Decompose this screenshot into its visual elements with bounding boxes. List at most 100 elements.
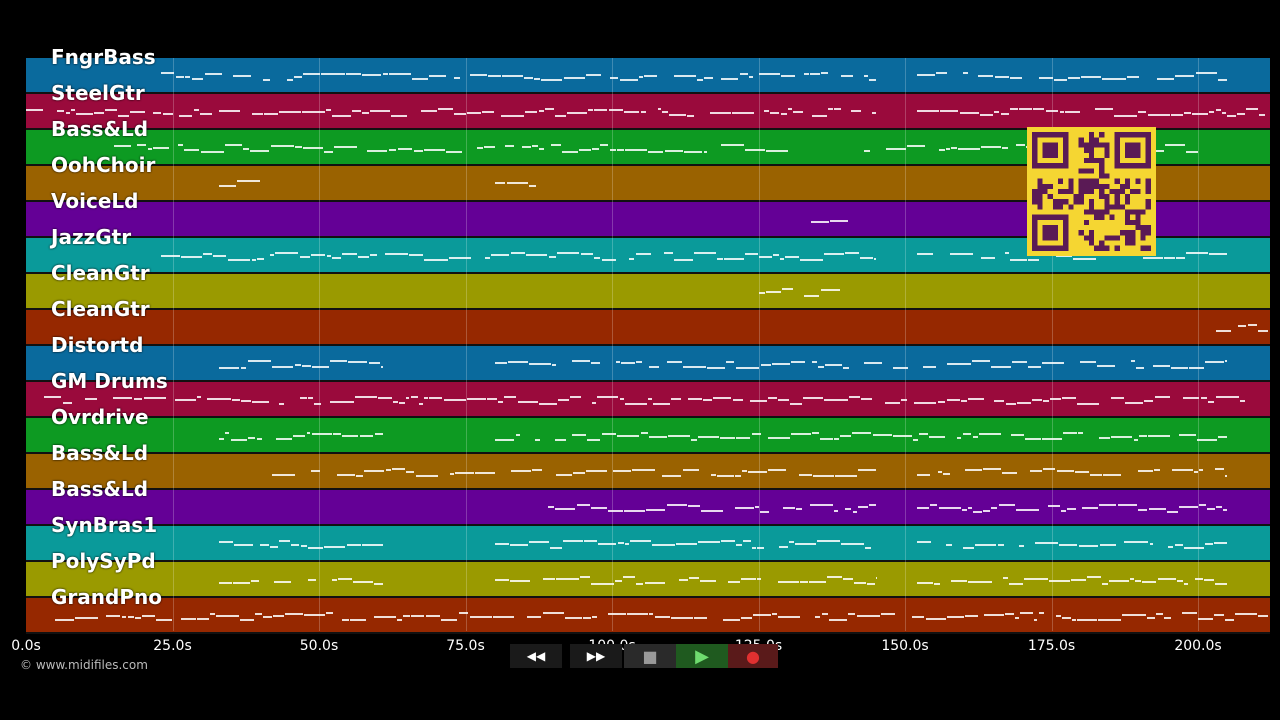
qr-module [1083,235,1089,241]
note [1070,579,1086,581]
note [916,474,930,476]
note [984,614,1004,616]
note [851,432,872,434]
note [579,149,591,151]
note [916,582,934,584]
qr-module [1130,230,1136,236]
note [524,111,538,113]
note [155,619,172,621]
note [287,79,294,81]
note [113,397,133,399]
note [703,151,708,153]
note [334,146,358,148]
note [1019,612,1033,614]
note [492,616,515,618]
note [272,474,295,476]
lane-separator [26,128,1270,130]
note [687,115,695,117]
note [649,366,660,368]
note [649,613,654,615]
qr-module [1099,245,1105,251]
play-button[interactable]: ▶ [676,644,728,668]
note [325,109,332,111]
note [601,433,616,435]
qr-module [1032,188,1038,195]
note [291,544,300,546]
note [586,470,608,472]
note [515,434,521,436]
note [1004,252,1009,254]
track-lane [26,598,1270,632]
note [175,76,185,78]
note [1177,580,1183,582]
note [591,616,597,618]
note [710,474,716,476]
note [321,73,345,75]
time-gridline [172,58,174,631]
track-lane [26,418,1270,452]
note [391,115,407,117]
note [682,469,700,471]
note [858,506,868,508]
stop-button[interactable]: ■ [624,644,676,668]
rewind-button[interactable]: ◀◀ [510,644,562,668]
note [1056,255,1072,257]
note [608,613,626,615]
qr-module [1099,163,1105,169]
record-button[interactable]: ● [728,644,778,668]
note [1010,77,1023,79]
qr-module [1099,132,1105,138]
note [491,254,510,256]
note [922,366,937,368]
note [696,79,703,81]
note [959,112,980,114]
note [517,401,539,403]
note [993,111,1000,113]
note [1149,543,1154,545]
note [1043,468,1056,470]
note [860,257,874,259]
note [872,434,892,436]
qr-module [1125,183,1131,189]
note [378,397,392,399]
time-tick-label: 75.0s [446,638,485,654]
note [720,144,745,146]
qr-module [1140,245,1146,251]
note [1003,577,1008,579]
note [771,613,777,615]
note [424,149,446,151]
note [585,74,601,76]
qr-module [1083,219,1089,226]
note [687,398,702,400]
qr-module [1140,209,1146,215]
qr-module [1094,183,1100,189]
note [817,366,824,368]
qr-module [1068,204,1074,210]
note [943,473,950,475]
stop-icon: ■ [642,646,658,666]
note [769,112,780,114]
note [351,110,362,112]
note [1198,504,1207,506]
note [224,144,242,146]
note [550,547,562,549]
note [1041,362,1065,364]
note [648,398,653,400]
fast-forward-button[interactable]: ▶▶ [570,644,622,668]
note [388,149,397,151]
note [1215,396,1240,398]
note [307,547,323,549]
note [542,612,564,614]
note [1032,108,1045,110]
note [1153,365,1170,367]
note [743,540,751,542]
note [1024,578,1048,580]
note [210,613,215,615]
qr-module [1078,137,1084,143]
note [554,115,566,117]
note [418,403,423,405]
note [640,432,649,434]
note [1154,469,1161,471]
note [720,78,739,80]
note [543,578,555,580]
